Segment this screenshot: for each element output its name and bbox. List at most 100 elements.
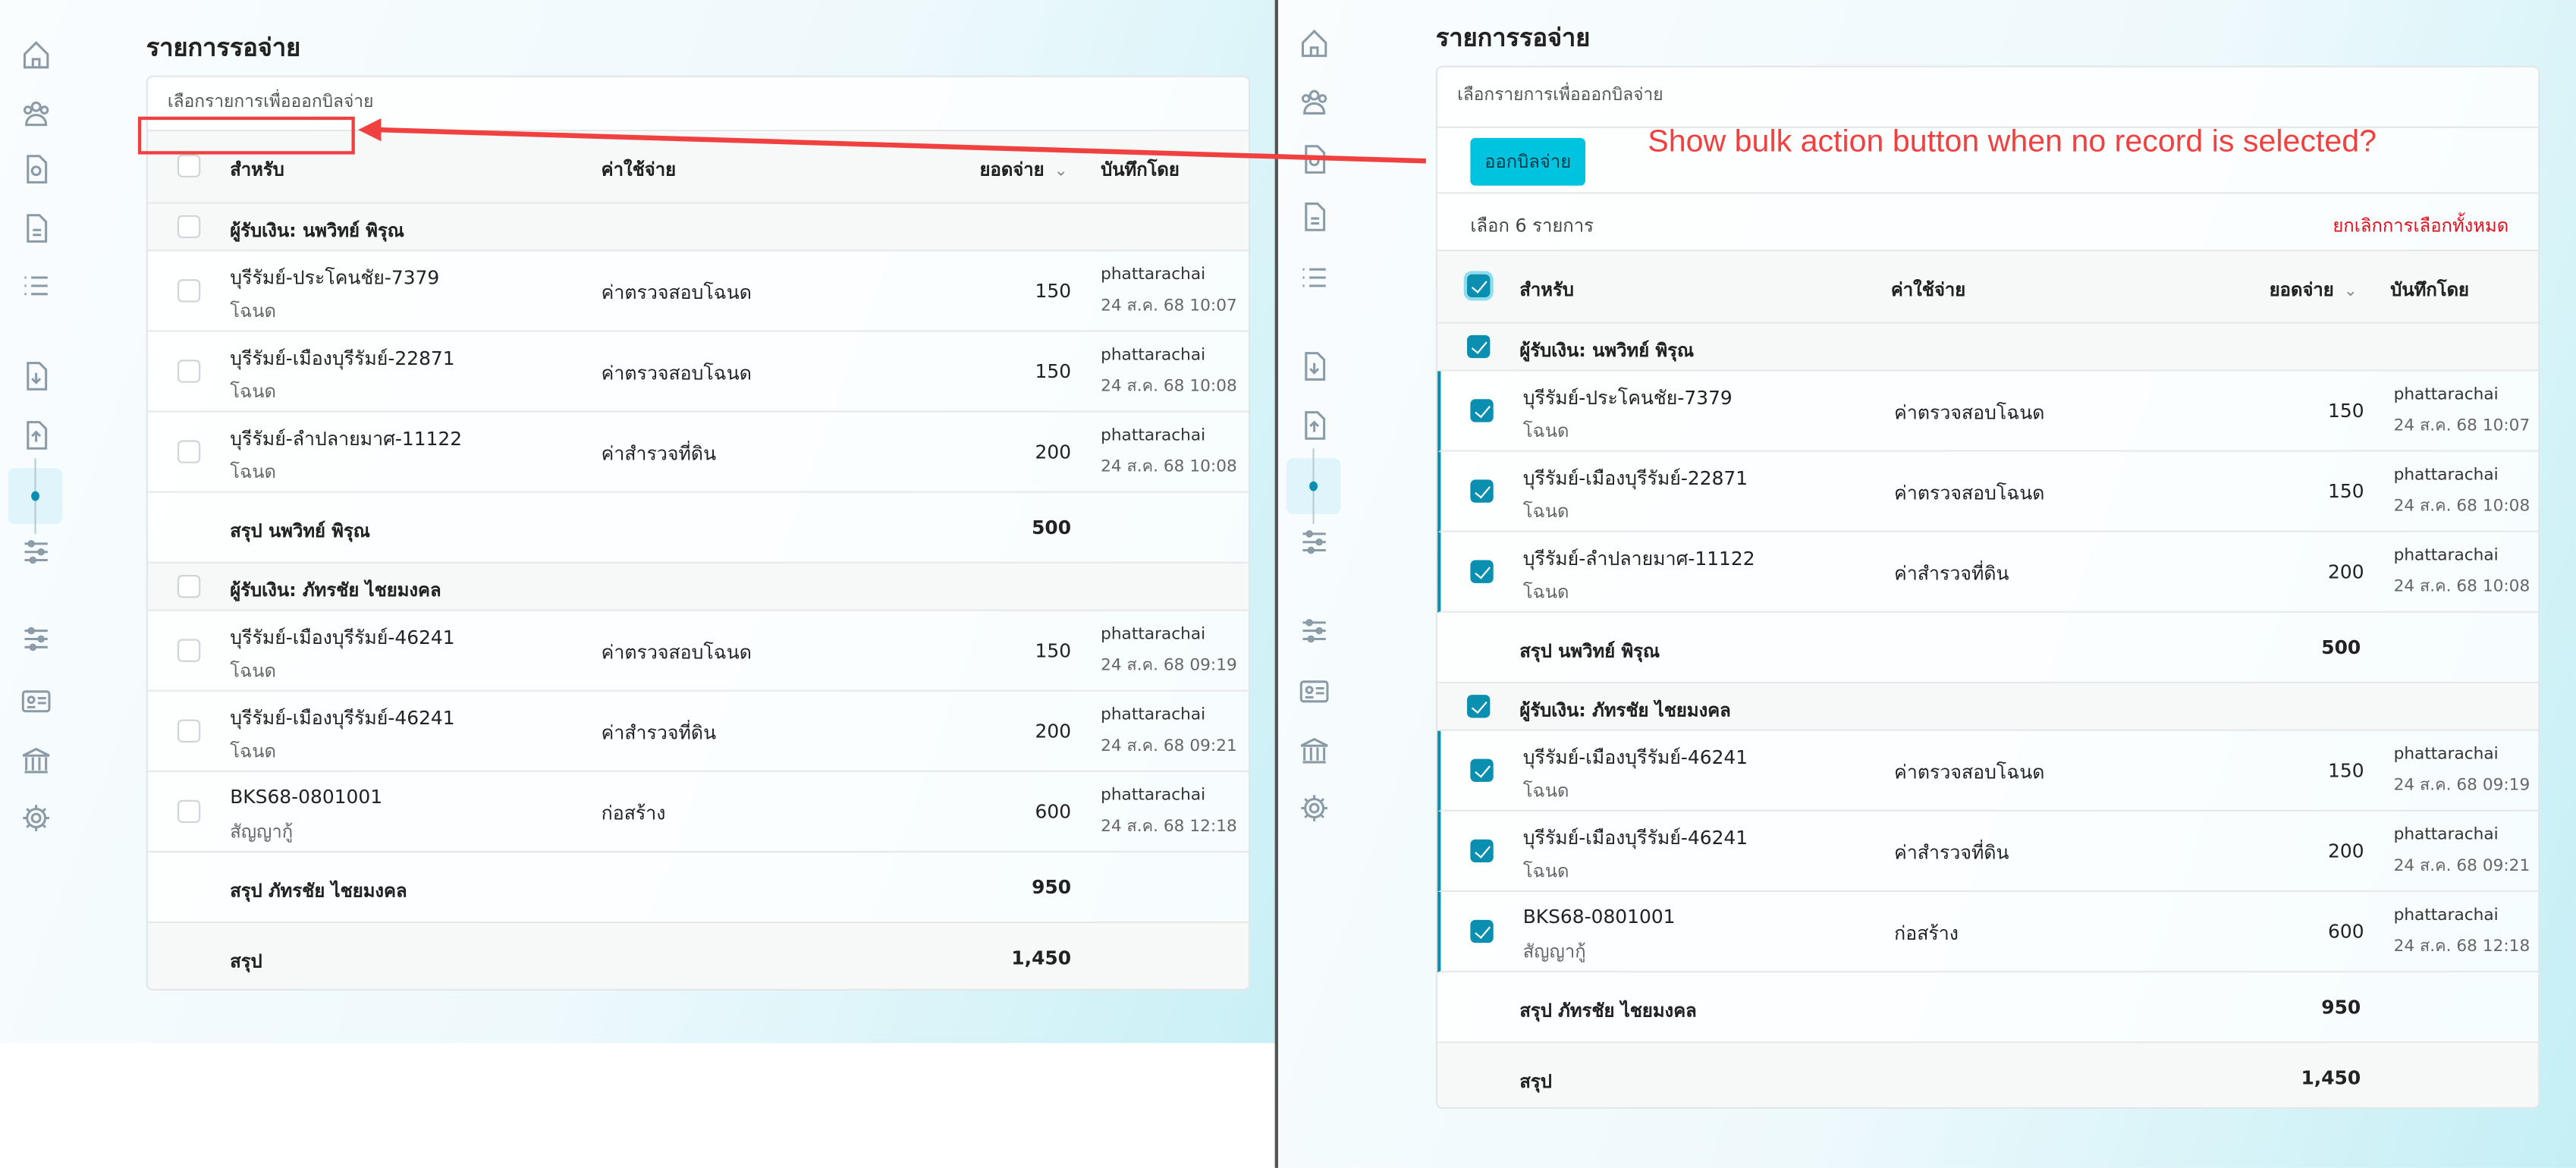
item-user: phattarachai [1101,706,1206,725]
table-row[interactable]: BKS68-0801001 สัญญากู้ ก่อสร้าง 600 phat… [1437,892,2539,973]
chevron-down-icon[interactable]: ⌄ [2343,282,2358,301]
pending-payments-card: เลือกรายการเพื่อออกบิลจ่าย สำหรับ ค่าใช้… [146,75,1251,991]
bank-icon[interactable] [1298,734,1330,767]
item-expense: ค่าตรวจสอบโฉนด [1894,400,2045,424]
users-icon[interactable] [1298,86,1330,118]
table-row[interactable]: บุรีรัมย์-ลำปลายมาศ-11122 โฉนด ค่าสำรวจท… [1437,532,2539,613]
row-checkbox[interactable] [1470,479,1494,503]
item-amount: 200 [2328,560,2364,583]
item-amount: 150 [2328,479,2364,503]
item-time: 24 ส.ค. 68 10:08 [2393,578,2530,597]
gear-icon[interactable] [20,802,52,834]
item-time: 24 ส.ค. 68 10:08 [2393,498,2530,516]
sliders-icon[interactable] [1298,614,1330,647]
total-row: สรุป 1,450 [1437,1043,2539,1107]
group-row: ผู้รับเงิน: นพวิทย์ พิรุณ [147,203,1249,252]
sliders-icon[interactable] [20,535,52,568]
item-type: โฉนด [1522,501,1569,523]
issue-bill-button[interactable]: ออกบิลจ่าย [1470,137,1585,186]
item-time: 24 ส.ค. 68 09:19 [1101,657,1237,676]
col-recorded-by[interactable]: บันทึกโดย [2390,279,2470,301]
group-checkbox[interactable] [177,215,201,239]
document-icon[interactable] [1298,200,1330,233]
row-checkbox[interactable] [177,639,201,662]
table-row[interactable]: BKS68-0801001 สัญญากู้ ก่อสร้าง 600 phat… [147,772,1249,853]
clear-selection-link[interactable]: ยกเลิกการเลือกทั้งหมด [2333,215,2509,237]
document-download-icon[interactable] [20,360,52,392]
total-amount: 1,450 [1011,946,1072,969]
col-amount[interactable]: ยอดจ่าย ⌄ [920,155,1068,184]
bank-icon[interactable] [20,744,52,777]
sliders-icon[interactable] [1298,526,1330,558]
document-search-icon[interactable] [20,152,52,185]
col-for[interactable]: สำหรับ [230,159,284,181]
select-all-checkbox[interactable] [1467,274,1491,298]
row-checkbox[interactable] [1470,839,1494,863]
group-checkbox[interactable] [1467,695,1491,718]
table-row[interactable]: บุรีรัมย์-ประโคนชัย-7379 โฉนด ค่าตรวจสอบ… [147,251,1249,332]
col-for[interactable]: สำหรับ [1519,279,1574,301]
item-name: บุรีรัมย์-เมืองบุรีรัมย์-46241 [1522,826,1748,849]
page-title: รายการรอจ่าย [146,33,301,63]
item-name: BKS68-0801001 [230,785,383,808]
group-row: ผู้รับเงิน: ภัทรชัย ไชยมงคล [147,563,1249,611]
group-label: ผู้รับเงิน: ภัทรชัย ไชยมงคล [1519,699,1731,721]
group-checkbox[interactable] [1467,334,1491,359]
table-row[interactable]: บุรีรัมย์-ประโคนชัย-7379 โฉนด ค่าตรวจสอบ… [1437,371,2539,452]
id-card-icon[interactable] [20,685,52,717]
screenshot-after: รายการรอจ่าย เลือกรายการเพื่อออกบิลจ่าย … [1277,0,2576,1168]
summary-label: สรุป ภัทรชัย ไชยมงคล [230,880,407,903]
item-name: บุรีรัมย์-เมืองบุรีรัมย์-46241 [230,626,455,649]
item-name: บุรีรัมย์-ประโคนชัย-7379 [230,265,440,290]
table-row[interactable]: บุรีรัมย์-เมืองบุรีรัมย์-46241 โฉนด ค่าส… [147,692,1249,772]
row-checkbox[interactable] [1470,758,1494,782]
table-row[interactable]: บุรีรัมย์-ลำปลายมาศ-11122 โฉนด ค่าสำรวจท… [147,413,1249,493]
item-amount: 600 [1035,799,1072,824]
col-recorded-by[interactable]: บันทึกโดย [1101,159,1180,181]
annotation-highlight-box [137,116,355,155]
table-row[interactable]: บุรีรัมย์-เมืองบุรีรัมย์-46241 โฉนด ค่าต… [147,611,1249,692]
item-time: 24 ส.ค. 68 09:21 [1101,737,1237,756]
row-checkbox[interactable] [1470,560,1494,583]
home-icon[interactable] [1298,27,1330,59]
table-row[interactable]: บุรีรัมย์-เมืองบุรีรัมย์-22871 โฉนด ค่าต… [1437,451,2539,532]
group-label: ผู้รับเงิน: ภัทรชัย ไชยมงคล [230,579,441,601]
row-checkbox[interactable] [177,279,201,303]
item-user: phattarachai [1101,346,1206,365]
group-checkbox[interactable] [177,575,201,598]
list-icon[interactable] [20,269,52,302]
gear-icon[interactable] [1298,792,1330,824]
row-checkbox[interactable] [1470,399,1494,422]
item-time: 24 ส.ค. 68 12:18 [2393,937,2530,956]
home-icon[interactable] [20,38,52,71]
document-icon[interactable] [20,212,52,244]
document-upload-icon[interactable] [1298,409,1330,441]
divider [1274,0,1278,1168]
sliders-icon[interactable] [20,623,52,655]
active-dot-icon [1309,481,1318,491]
row-checkbox[interactable] [177,799,201,824]
item-user: phattarachai [2393,826,2499,845]
row-checkbox[interactable] [1470,919,1494,944]
table-header: สำหรับ ค่าใช้จ่าย ยอดจ่าย ⌄ บันทึกโดย [147,131,1249,204]
col-expense[interactable]: ค่าใช้จ่าย [601,159,677,181]
group-summary-row: สรุป ภัทรชัย ไชยมงคล 950 [147,852,1249,924]
item-user: phattarachai [2393,746,2499,765]
document-upload-icon[interactable] [20,419,52,451]
row-checkbox[interactable] [177,360,201,383]
row-checkbox[interactable] [177,440,201,463]
table-row[interactable]: บุรีรัมย์-เมืองบุรีรัมย์-46241 โฉนด ค่าต… [1437,730,2539,812]
table-row[interactable]: บุรีรัมย์-เมืองบุรีรัมย์-22871 โฉนด ค่าต… [147,331,1249,413]
chevron-down-icon[interactable]: ⌄ [1054,162,1068,181]
col-expense[interactable]: ค่าใช้จ่าย [1890,279,1966,301]
table-row[interactable]: บุรีรัมย์-เมืองบุรีรัมย์-46241 โฉนด ค่าส… [1437,811,2539,893]
id-card-icon[interactable] [1298,675,1330,708]
item-time: 24 ส.ค. 68 09:19 [2393,777,2530,796]
list-icon[interactable] [1298,261,1330,294]
col-amount[interactable]: ยอดจ่าย ⌄ [2210,275,2358,304]
users-icon[interactable] [20,97,52,130]
document-download-icon[interactable] [1298,350,1330,382]
item-user: phattarachai [1101,265,1206,284]
row-checkbox[interactable] [177,719,201,743]
select-all-checkbox[interactable] [177,154,201,177]
